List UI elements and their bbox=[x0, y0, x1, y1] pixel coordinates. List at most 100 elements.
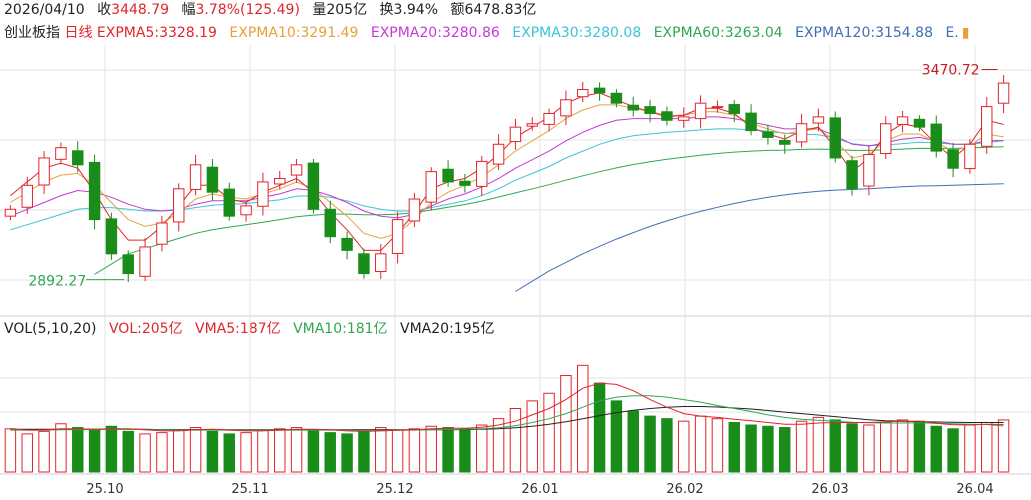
volume-bar bbox=[4, 428, 17, 473]
candle bbox=[206, 166, 219, 193]
vma10-line bbox=[10, 395, 1004, 432]
candle bbox=[997, 82, 1010, 104]
legend-vma5: VMA5:187亿 bbox=[195, 321, 281, 337]
volume-bar bbox=[257, 429, 269, 473]
volume-bar bbox=[105, 425, 118, 473]
volume-bar bbox=[324, 432, 336, 473]
amount-value: 6478.83亿 bbox=[464, 2, 537, 18]
candle bbox=[661, 111, 673, 121]
legend-overflow[interactable]: E. bbox=[945, 25, 959, 41]
annotations: 2892.27 3470.72 bbox=[28, 62, 998, 290]
volume-bar bbox=[863, 424, 875, 473]
candle bbox=[156, 222, 168, 245]
candle bbox=[38, 157, 50, 186]
volume-bar bbox=[72, 427, 84, 473]
volume-bar bbox=[896, 419, 909, 473]
candle bbox=[526, 123, 538, 127]
volume-bar bbox=[644, 415, 656, 473]
close-value: 3448.79 bbox=[111, 2, 170, 18]
candle bbox=[257, 181, 269, 207]
volume-bar bbox=[38, 430, 50, 473]
volume-bar bbox=[173, 429, 185, 473]
candle bbox=[408, 198, 421, 222]
candle bbox=[290, 164, 303, 176]
candle bbox=[728, 104, 740, 114]
volume-bars bbox=[4, 364, 1010, 473]
volume-bar bbox=[55, 423, 67, 473]
candle bbox=[610, 92, 623, 104]
candle bbox=[274, 178, 286, 185]
close-label: 收 bbox=[97, 2, 112, 18]
candle bbox=[577, 89, 589, 98]
expma60-line bbox=[94, 146, 1004, 275]
volume-bar bbox=[560, 374, 572, 473]
candle bbox=[981, 106, 993, 147]
candles bbox=[4, 75, 1010, 283]
candle bbox=[947, 149, 959, 169]
candle bbox=[139, 246, 151, 277]
volume-bar bbox=[375, 427, 387, 473]
volume-bar bbox=[947, 428, 959, 473]
volume-bar bbox=[880, 421, 892, 473]
x-tick-label: 25.12 bbox=[376, 482, 413, 497]
volume-bar bbox=[21, 433, 33, 473]
x-tick-label: 26.04 bbox=[956, 482, 993, 497]
candle bbox=[375, 253, 387, 273]
amplitude-label: 幅 bbox=[181, 2, 196, 18]
legend-vma10: VMA10:181亿 bbox=[293, 321, 388, 337]
candle bbox=[930, 123, 942, 152]
candle bbox=[846, 160, 858, 190]
x-axis: 25.10 25.11 25.12 26.01 26.02 26.03 26.04 bbox=[86, 482, 993, 497]
period-label[interactable]: 日线 bbox=[64, 25, 93, 41]
legend-expma5: EXPMA5:3328.19 bbox=[96, 25, 217, 41]
legend-expma30: EXPMA30:3280.08 bbox=[512, 25, 642, 41]
candle bbox=[173, 188, 185, 223]
expma120-line bbox=[515, 183, 1004, 292]
candle bbox=[829, 117, 841, 159]
turnover-value: 3.94% bbox=[393, 2, 439, 18]
candle bbox=[442, 168, 454, 183]
candle bbox=[627, 104, 639, 111]
volume-bar bbox=[391, 429, 404, 473]
candle bbox=[459, 180, 471, 186]
volume-bar bbox=[408, 428, 421, 473]
legend-vma20: VMA20:195亿 bbox=[400, 321, 495, 337]
candle bbox=[476, 160, 488, 187]
candle bbox=[913, 118, 926, 128]
volume-bar bbox=[476, 424, 488, 473]
volume-bar bbox=[694, 415, 707, 473]
candle bbox=[880, 123, 892, 155]
candle bbox=[122, 254, 134, 275]
volume-bar bbox=[139, 433, 151, 473]
vol-title: VOL(5,10,20) bbox=[4, 321, 97, 337]
x-tick-label: 25.11 bbox=[231, 482, 268, 497]
candle bbox=[644, 106, 656, 114]
volume-label: 量 bbox=[312, 2, 327, 18]
volume-bar bbox=[526, 400, 538, 473]
candle bbox=[492, 143, 505, 165]
low-annotation: 2892.27 bbox=[28, 274, 86, 290]
candle bbox=[593, 87, 606, 94]
volume-bar bbox=[762, 425, 774, 473]
volume-bar bbox=[795, 420, 808, 473]
volume-bar bbox=[846, 423, 858, 473]
volume-bar bbox=[206, 430, 219, 473]
candle bbox=[863, 154, 875, 187]
index-name: 创业板指 bbox=[4, 25, 60, 41]
candle bbox=[358, 253, 370, 275]
candle bbox=[509, 126, 522, 143]
candle bbox=[678, 116, 690, 121]
indicator-legend: 创业板指 日线 EXPMA5:3328.19 EXPMA10:3291.49 E… bbox=[4, 24, 977, 42]
legend-expma10: EXPMA10:3291.49 bbox=[229, 25, 359, 41]
volume-bar bbox=[122, 430, 134, 473]
volume-bar bbox=[711, 418, 724, 473]
candle bbox=[189, 164, 202, 190]
volume-bar bbox=[492, 418, 505, 473]
volume-bar bbox=[745, 424, 757, 473]
volume-value: 205亿 bbox=[326, 2, 368, 18]
volume-bar bbox=[156, 432, 168, 473]
vol-current: VOL:205亿 bbox=[108, 321, 183, 337]
volume-bar bbox=[425, 425, 437, 473]
